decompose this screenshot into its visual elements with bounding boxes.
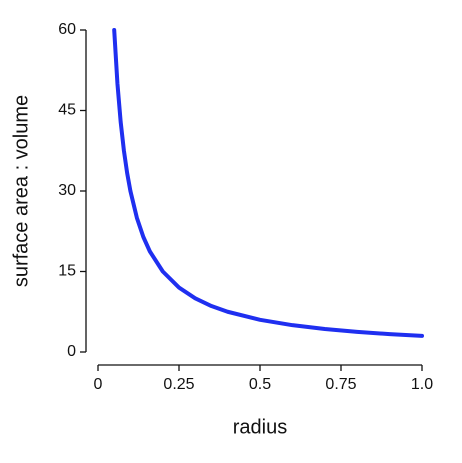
- y-tick-label: 45: [58, 102, 76, 119]
- y-tick-label: 0: [67, 343, 76, 360]
- y-tick-label: 30: [58, 182, 76, 199]
- y-tick-label: 15: [58, 263, 76, 280]
- x-tick-label: 0.25: [163, 376, 194, 393]
- x-tick-label: 1.0: [411, 376, 433, 393]
- y-tick-label: 60: [58, 21, 76, 38]
- data-line: [112, 28, 424, 338]
- x-tick-label: 0.75: [325, 376, 356, 393]
- x-tick-label: 0: [94, 376, 103, 393]
- x-axis-label: radius: [233, 416, 287, 438]
- y-axis-label: surface area : volume: [10, 95, 32, 287]
- x-tick-label: 0.5: [249, 376, 271, 393]
